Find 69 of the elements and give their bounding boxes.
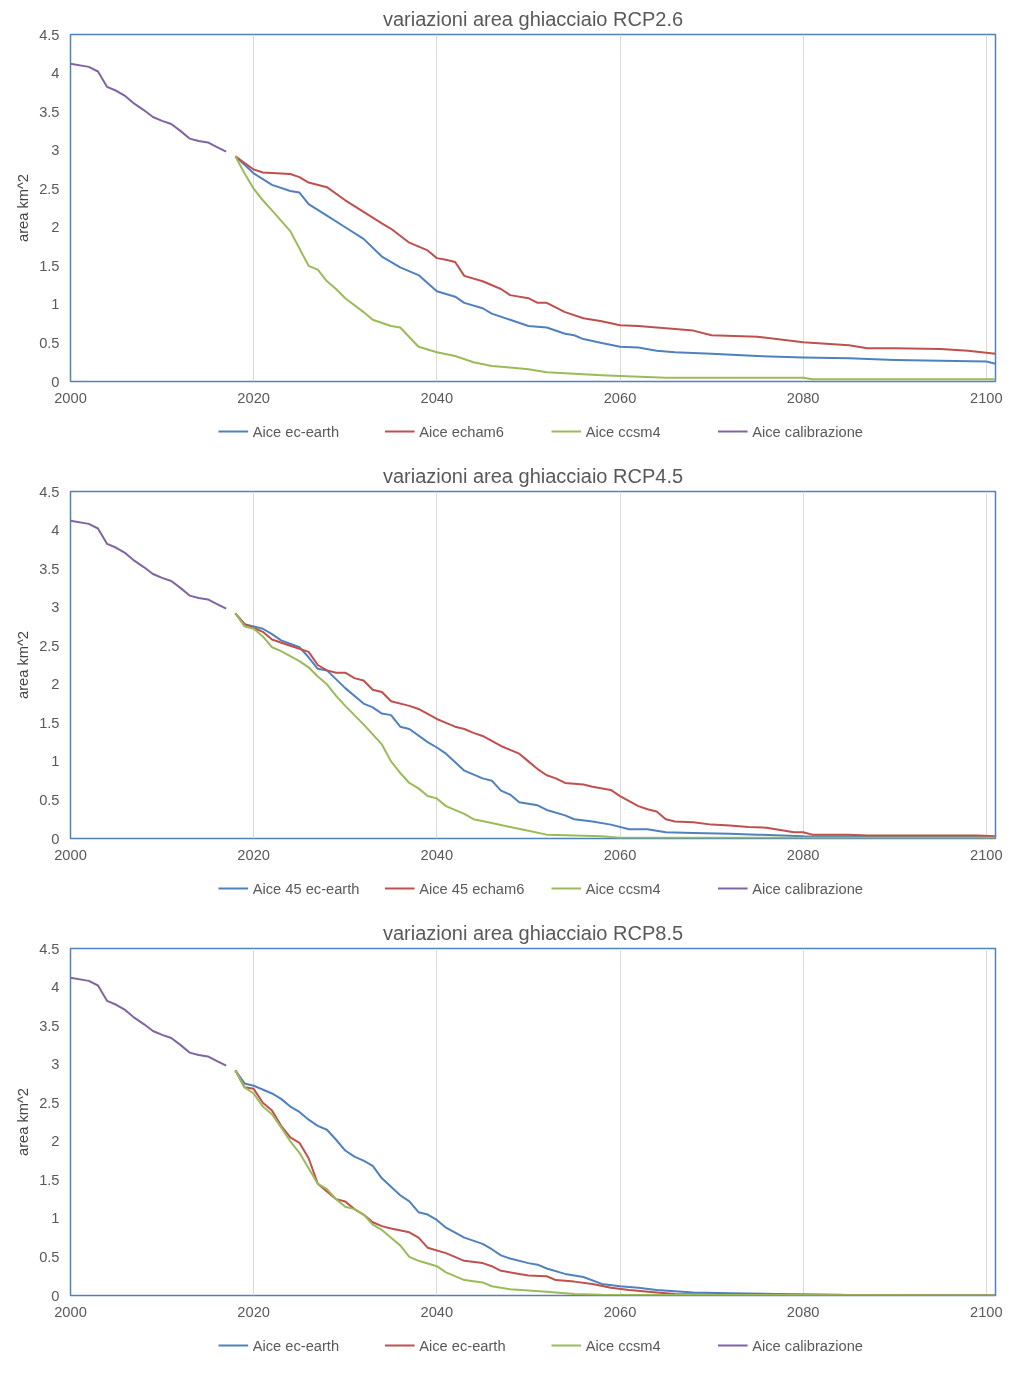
x-tick-label: 2040 (420, 389, 454, 406)
y-tick-label: 3 (51, 1056, 60, 1073)
x-tick-label: 2060 (603, 846, 637, 863)
y-tick-label: 1.5 (39, 714, 60, 731)
x-tick-label: 2100 (970, 1303, 1003, 1320)
chart-title: variazioni area ghiacciaio RCP8.5 (382, 921, 684, 944)
legend-label: Aice echam6 (419, 423, 504, 440)
y-tick-label: 0.5 (39, 791, 60, 808)
y-axis-title: area km^2 (15, 1088, 32, 1156)
x-tick-label: 2000 (54, 389, 87, 406)
y-tick-label: 2 (51, 676, 60, 693)
y-tick-label: 3 (51, 599, 60, 616)
x-tick-label: 2040 (420, 1303, 454, 1320)
legend-label: Aice calibrazione (752, 1337, 864, 1354)
legend-label: Aice ec-earth (252, 1337, 340, 1354)
y-axis-title: area km^2 (15, 174, 32, 242)
y-tick-label: 2.5 (39, 1094, 60, 1111)
x-tick-label: 2100 (970, 389, 1003, 406)
legend-label: Aice ec-earth (252, 423, 340, 440)
y-tick-label: 2 (51, 1133, 60, 1150)
x-tick-label: 2020 (237, 389, 270, 406)
y-tick-label: 4 (51, 979, 60, 996)
x-tick-label: 2040 (420, 846, 454, 863)
y-tick-label: 3.5 (39, 103, 60, 120)
line-series (70, 976, 228, 1067)
y-tick-label: 4 (51, 522, 60, 539)
x-tick-label: 2080 (786, 1303, 820, 1320)
y-tick-label: 4.5 (39, 26, 60, 43)
line-series (70, 62, 228, 153)
x-tick-label: 2060 (603, 1303, 637, 1320)
y-tick-label: 1.5 (39, 257, 60, 274)
y-tick-label: 4 (51, 65, 60, 82)
x-tick-label: 2000 (54, 1303, 87, 1320)
chart-title: variazioni area ghiacciaio RCP2.6 (382, 7, 684, 30)
x-tick-label: 2100 (970, 846, 1003, 863)
y-tick-label: 3.5 (39, 560, 60, 577)
y-axis-title: area km^2 (15, 631, 32, 699)
y-tick-label: 2.5 (39, 637, 60, 654)
legend-label: Aice ccsm4 (585, 1337, 661, 1354)
y-tick-label: 1.5 (39, 1171, 60, 1188)
x-tick-label: 2060 (603, 389, 637, 406)
y-tick-label: 1 (51, 1210, 60, 1227)
x-tick-label: 2080 (786, 846, 820, 863)
legend-label: Aice ccsm4 (585, 423, 661, 440)
y-tick-label: 0.5 (39, 334, 60, 351)
y-tick-label: 2 (51, 219, 60, 236)
y-tick-label: 4.5 (39, 940, 60, 957)
y-tick-label: 0 (51, 373, 60, 390)
legend-label: Aice 45 ec-earth (252, 880, 360, 897)
x-tick-label: 2000 (54, 846, 87, 863)
y-tick-label: 0.5 (39, 1248, 60, 1265)
y-tick-label: 2.5 (39, 180, 60, 197)
legend-label: Aice ec-earth (419, 1337, 506, 1354)
y-tick-label: 3 (51, 142, 60, 159)
x-tick-label: 2080 (786, 389, 820, 406)
x-tick-label: 2020 (237, 846, 270, 863)
y-tick-label: 1 (51, 753, 60, 770)
chart-title: variazioni area ghiacciaio RCP4.5 (382, 464, 684, 487)
y-tick-label: 0 (51, 1287, 60, 1304)
y-tick-label: 4.5 (39, 483, 60, 500)
x-tick-label: 2020 (237, 1303, 270, 1320)
y-tick-label: 1 (51, 296, 60, 313)
y-tick-label: 0 (51, 830, 60, 847)
legend-label: Aice ccsm4 (585, 880, 661, 897)
line-series (70, 519, 228, 610)
y-tick-label: 3.5 (39, 1017, 60, 1034)
legend-label: Aice calibrazione (752, 423, 864, 440)
legend-label: Aice calibrazione (752, 880, 864, 897)
legend-label: Aice 45 echam6 (419, 880, 525, 897)
